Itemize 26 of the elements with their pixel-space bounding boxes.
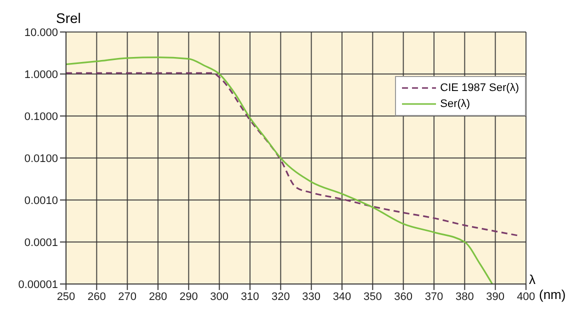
legend-label: Ser(λ) bbox=[440, 97, 470, 112]
x-tick-label: 370 bbox=[424, 290, 444, 303]
x-tick-label: 270 bbox=[118, 290, 137, 303]
y-tick-label: 0.0010 bbox=[24, 194, 58, 207]
x-tick-label: 250 bbox=[56, 290, 76, 303]
x-tick-label: 290 bbox=[179, 290, 198, 303]
legend-label: CIE 1987 Ser(λ) bbox=[440, 81, 519, 96]
y-tick-label: 0.0100 bbox=[24, 152, 58, 165]
x-tick-label: 350 bbox=[363, 290, 382, 303]
x-tick-label: 400 bbox=[516, 290, 536, 303]
x-tick-label: 260 bbox=[87, 290, 106, 303]
y-tick-label: 1.0000 bbox=[24, 68, 58, 81]
y-tick-label: 10.000 bbox=[24, 26, 58, 39]
x-tick-label: 390 bbox=[486, 290, 505, 303]
y-tick-label: 0.00001 bbox=[18, 278, 58, 291]
x-tick-label: 280 bbox=[148, 290, 168, 303]
x-tick-label: 320 bbox=[271, 290, 290, 303]
y-tick-label: 0.0001 bbox=[24, 236, 58, 249]
x-tick-label: 340 bbox=[332, 290, 352, 303]
x-tick-label: 360 bbox=[394, 290, 413, 303]
x-tick-label: 380 bbox=[455, 290, 474, 303]
x-tick-label: 300 bbox=[210, 290, 229, 303]
x-tick-label: 330 bbox=[302, 290, 321, 303]
x-tick-label: 310 bbox=[240, 290, 260, 303]
y-tick-label: 0.1000 bbox=[24, 110, 58, 123]
y-axis-title: Srel bbox=[56, 10, 81, 26]
